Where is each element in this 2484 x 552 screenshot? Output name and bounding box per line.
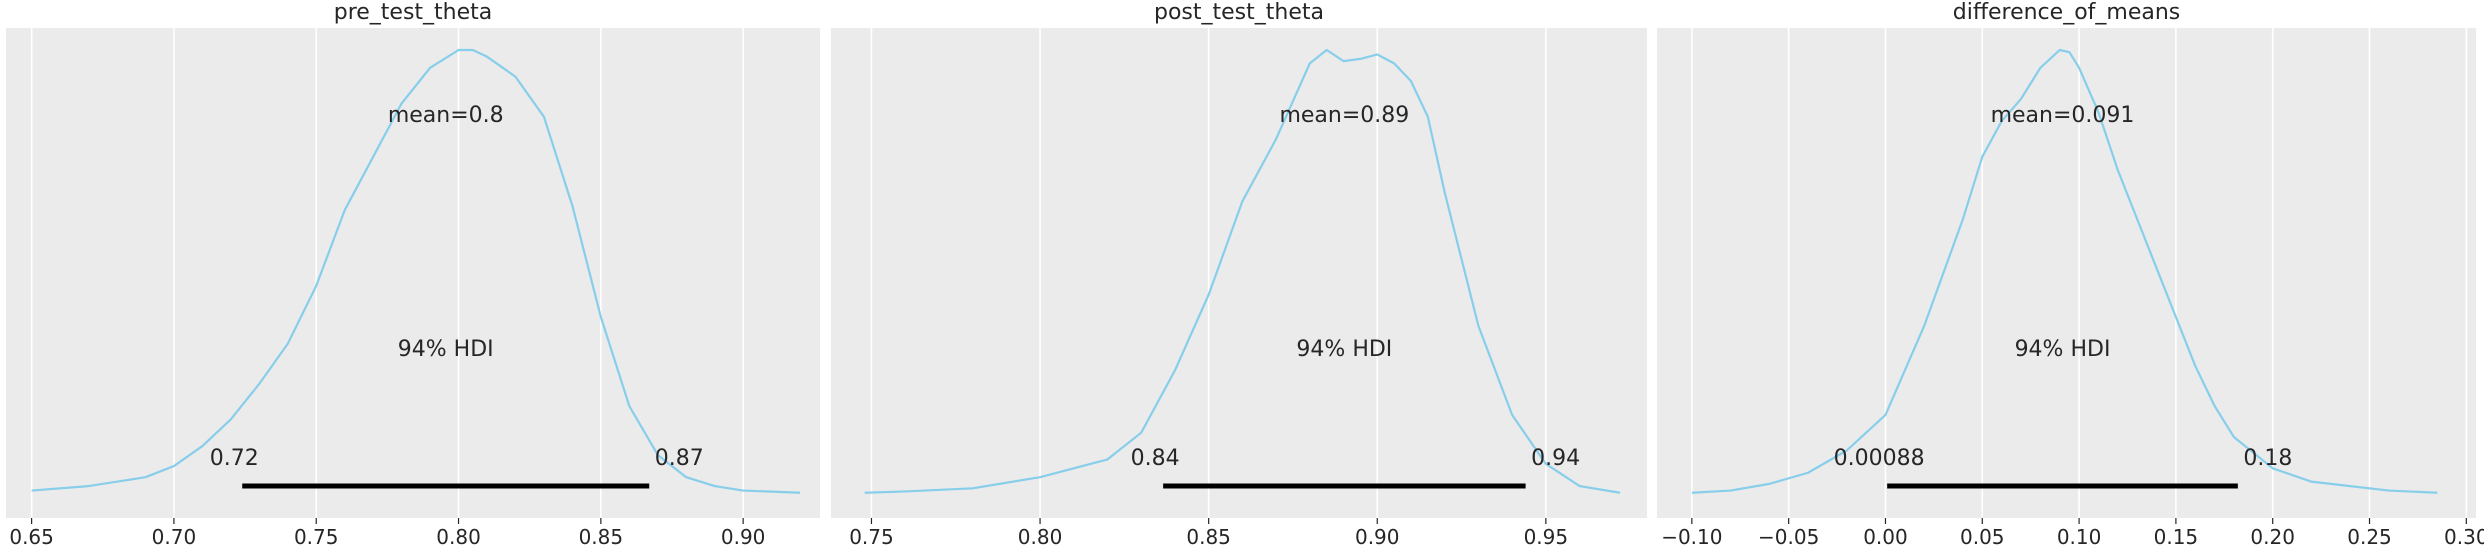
plot-background	[1657, 28, 2476, 518]
subplot-2	[831, 28, 1647, 524]
density-line	[1691, 48, 2438, 494]
x-tick-label: −0.10	[1661, 525, 1722, 549]
x-tick-label: 0.00	[1863, 525, 1908, 549]
density-line	[31, 48, 801, 494]
x-tick-label: 0.05	[1960, 525, 2005, 549]
x-tick-label: 0.30	[2444, 525, 2484, 549]
mean-label: mean=0.8	[388, 103, 504, 128]
x-tick-label: 0.90	[721, 525, 766, 549]
x-tick-label: 0.85	[1186, 525, 1231, 549]
hdi-high-label: 0.18	[2243, 446, 2292, 471]
hdi-high-label: 0.87	[655, 446, 704, 471]
x-tick-label: 0.65	[9, 525, 54, 549]
x-tick-label: 0.75	[849, 525, 894, 549]
hdi-low-label: 0.84	[1131, 446, 1180, 471]
x-tick-label: 0.70	[152, 525, 197, 549]
hdi-label: 94% HDI	[398, 337, 494, 362]
hdi-label: 94% HDI	[1296, 337, 1392, 362]
hdi-label: 94% HDI	[2015, 337, 2111, 362]
subplot-title: difference_of_means	[1953, 0, 2181, 25]
x-tick-label: 0.10	[2057, 525, 2102, 549]
subplot-1	[6, 28, 820, 524]
hdi-low-label: 0.72	[210, 446, 259, 471]
x-tick-label: 0.95	[1524, 525, 1569, 549]
subplot-title: pre_test_theta	[334, 0, 493, 25]
x-tick-label: 0.80	[436, 525, 481, 549]
x-tick-label: 0.15	[2154, 525, 2199, 549]
x-tick-label: 0.90	[1355, 525, 1400, 549]
hdi-high-label: 0.94	[1531, 446, 1580, 471]
subplot-3	[1657, 28, 2476, 524]
mean-label: mean=0.091	[1991, 103, 2135, 128]
x-tick-label: 0.25	[2347, 525, 2392, 549]
plot-background	[831, 28, 1647, 518]
x-tick-label: 0.80	[1018, 525, 1063, 549]
x-tick-label: 0.85	[579, 525, 624, 549]
plot-background	[6, 28, 820, 518]
subplot-title: post_test_theta	[1154, 0, 1324, 25]
x-tick-label: 0.75	[294, 525, 339, 549]
mean-label: mean=0.89	[1279, 103, 1409, 128]
hdi-low-label: 0.00088	[1834, 446, 1925, 471]
x-tick-label: −0.05	[1758, 525, 1819, 549]
x-tick-label: 0.20	[2250, 525, 2295, 549]
density-line	[864, 48, 1621, 494]
